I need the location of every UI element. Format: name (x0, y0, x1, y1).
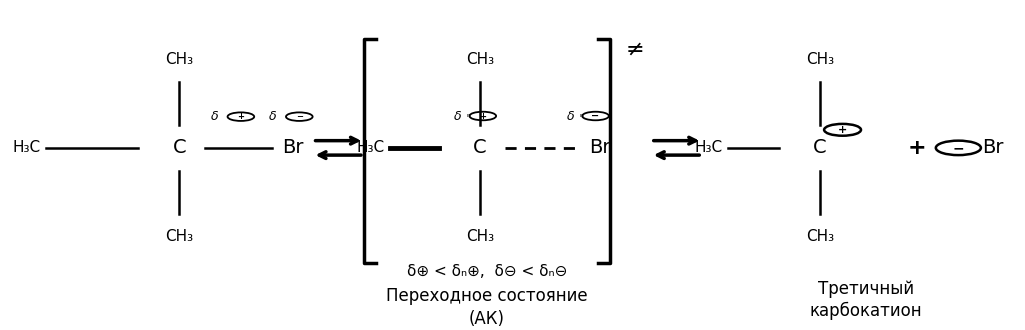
Text: CH₃: CH₃ (806, 52, 834, 67)
Text: +: + (908, 138, 927, 158)
Text: Переходное состояние: Переходное состояние (386, 287, 587, 305)
Text: (АК): (АК) (468, 310, 505, 328)
Text: CH₃: CH₃ (165, 52, 194, 67)
Text: CH₃: CH₃ (806, 229, 834, 244)
Text: Третичный: Третичный (818, 280, 914, 298)
Text: +: + (238, 112, 244, 121)
Text: δ: δ (270, 110, 277, 123)
Text: Br: Br (589, 138, 611, 157)
Text: карбокатион: карбокатион (810, 301, 922, 320)
Text: C: C (172, 138, 187, 157)
Text: CH₃: CH₃ (465, 52, 494, 67)
Text: δ: δ (211, 110, 218, 123)
Text: δ: δ (454, 110, 461, 122)
Text: CH₃: CH₃ (165, 229, 194, 244)
Text: −: − (296, 112, 302, 121)
Text: H₃C: H₃C (13, 140, 41, 155)
Text: δ: δ (567, 110, 574, 122)
Text: ₙ: ₙ (579, 109, 583, 119)
Text: +: + (837, 125, 848, 135)
Text: ₙ: ₙ (466, 109, 470, 119)
Text: H₃C: H₃C (695, 140, 723, 155)
Text: H₃C: H₃C (357, 140, 384, 155)
Text: CH₃: CH₃ (465, 229, 494, 244)
Text: C: C (473, 138, 487, 157)
Text: −: − (952, 141, 965, 155)
Text: Br: Br (982, 138, 1003, 157)
Text: +: + (480, 112, 486, 120)
Text: Br: Br (282, 138, 303, 157)
Text: ≠: ≠ (625, 39, 644, 59)
Text: C: C (813, 138, 827, 157)
Text: δ⊕ < δₙ⊕,  δ⊖ < δₙ⊖: δ⊕ < δₙ⊕, δ⊖ < δₙ⊖ (407, 264, 567, 279)
Text: −: − (591, 111, 600, 121)
